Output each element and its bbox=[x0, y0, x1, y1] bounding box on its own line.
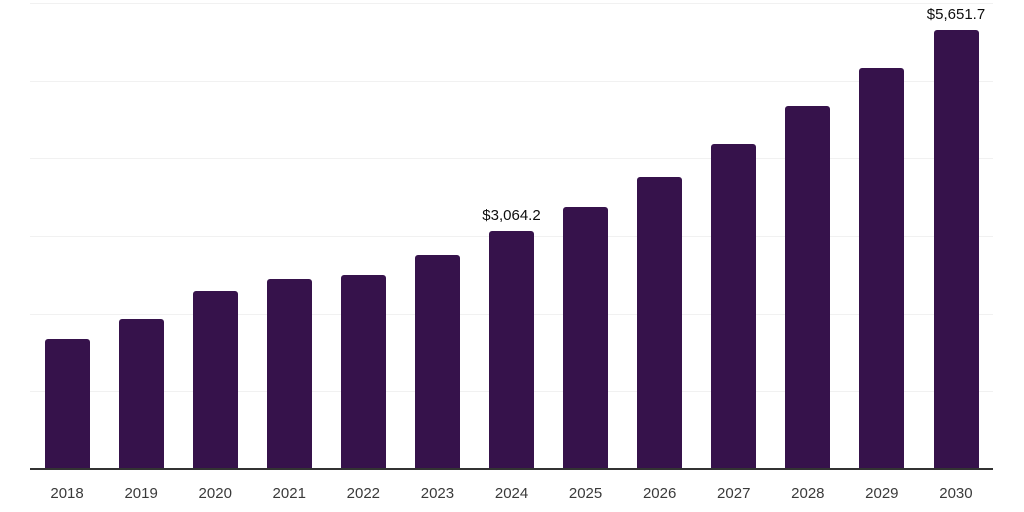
bar-2020 bbox=[192, 291, 238, 469]
x-tick-2019: 2019 bbox=[124, 485, 158, 502]
x-tick-2020: 2020 bbox=[198, 485, 232, 502]
bar-2027 bbox=[711, 144, 757, 469]
x-tick-2027: 2027 bbox=[717, 485, 751, 502]
x-tick-2030: 2030 bbox=[939, 485, 973, 502]
x-tick-2029: 2029 bbox=[865, 485, 899, 502]
x-tick-2026: 2026 bbox=[642, 485, 677, 502]
bar-2022 bbox=[340, 274, 386, 469]
bar-2028 bbox=[785, 105, 831, 469]
data-label-2024: $3,064.2 bbox=[482, 207, 541, 224]
bar-2018 bbox=[44, 338, 90, 469]
x-tick-2023: 2023 bbox=[420, 485, 455, 502]
gridline-6000 bbox=[30, 3, 993, 4]
x-tick-2018: 2018 bbox=[50, 485, 84, 502]
x-tick-2028: 2028 bbox=[791, 485, 825, 502]
bar-2029 bbox=[859, 67, 905, 469]
bar-2026 bbox=[637, 177, 683, 469]
gridline-5000 bbox=[30, 81, 993, 82]
x-tick-2022: 2022 bbox=[346, 485, 381, 502]
bar-2021 bbox=[266, 279, 312, 469]
bar-2025 bbox=[563, 206, 609, 469]
x-tick-2024: 2024 bbox=[494, 485, 529, 502]
x-tick-2021: 2021 bbox=[272, 485, 306, 502]
bar-2030 bbox=[933, 30, 979, 469]
bar-2024 bbox=[489, 231, 534, 469]
data-label-2030: $5,651.7 bbox=[926, 6, 986, 24]
x-tick-2025: 2025 bbox=[568, 485, 603, 502]
bar-2019 bbox=[118, 319, 164, 469]
bar-2023 bbox=[414, 255, 460, 469]
x-axis-line bbox=[30, 468, 993, 470]
gridline-4000 bbox=[30, 158, 993, 159]
